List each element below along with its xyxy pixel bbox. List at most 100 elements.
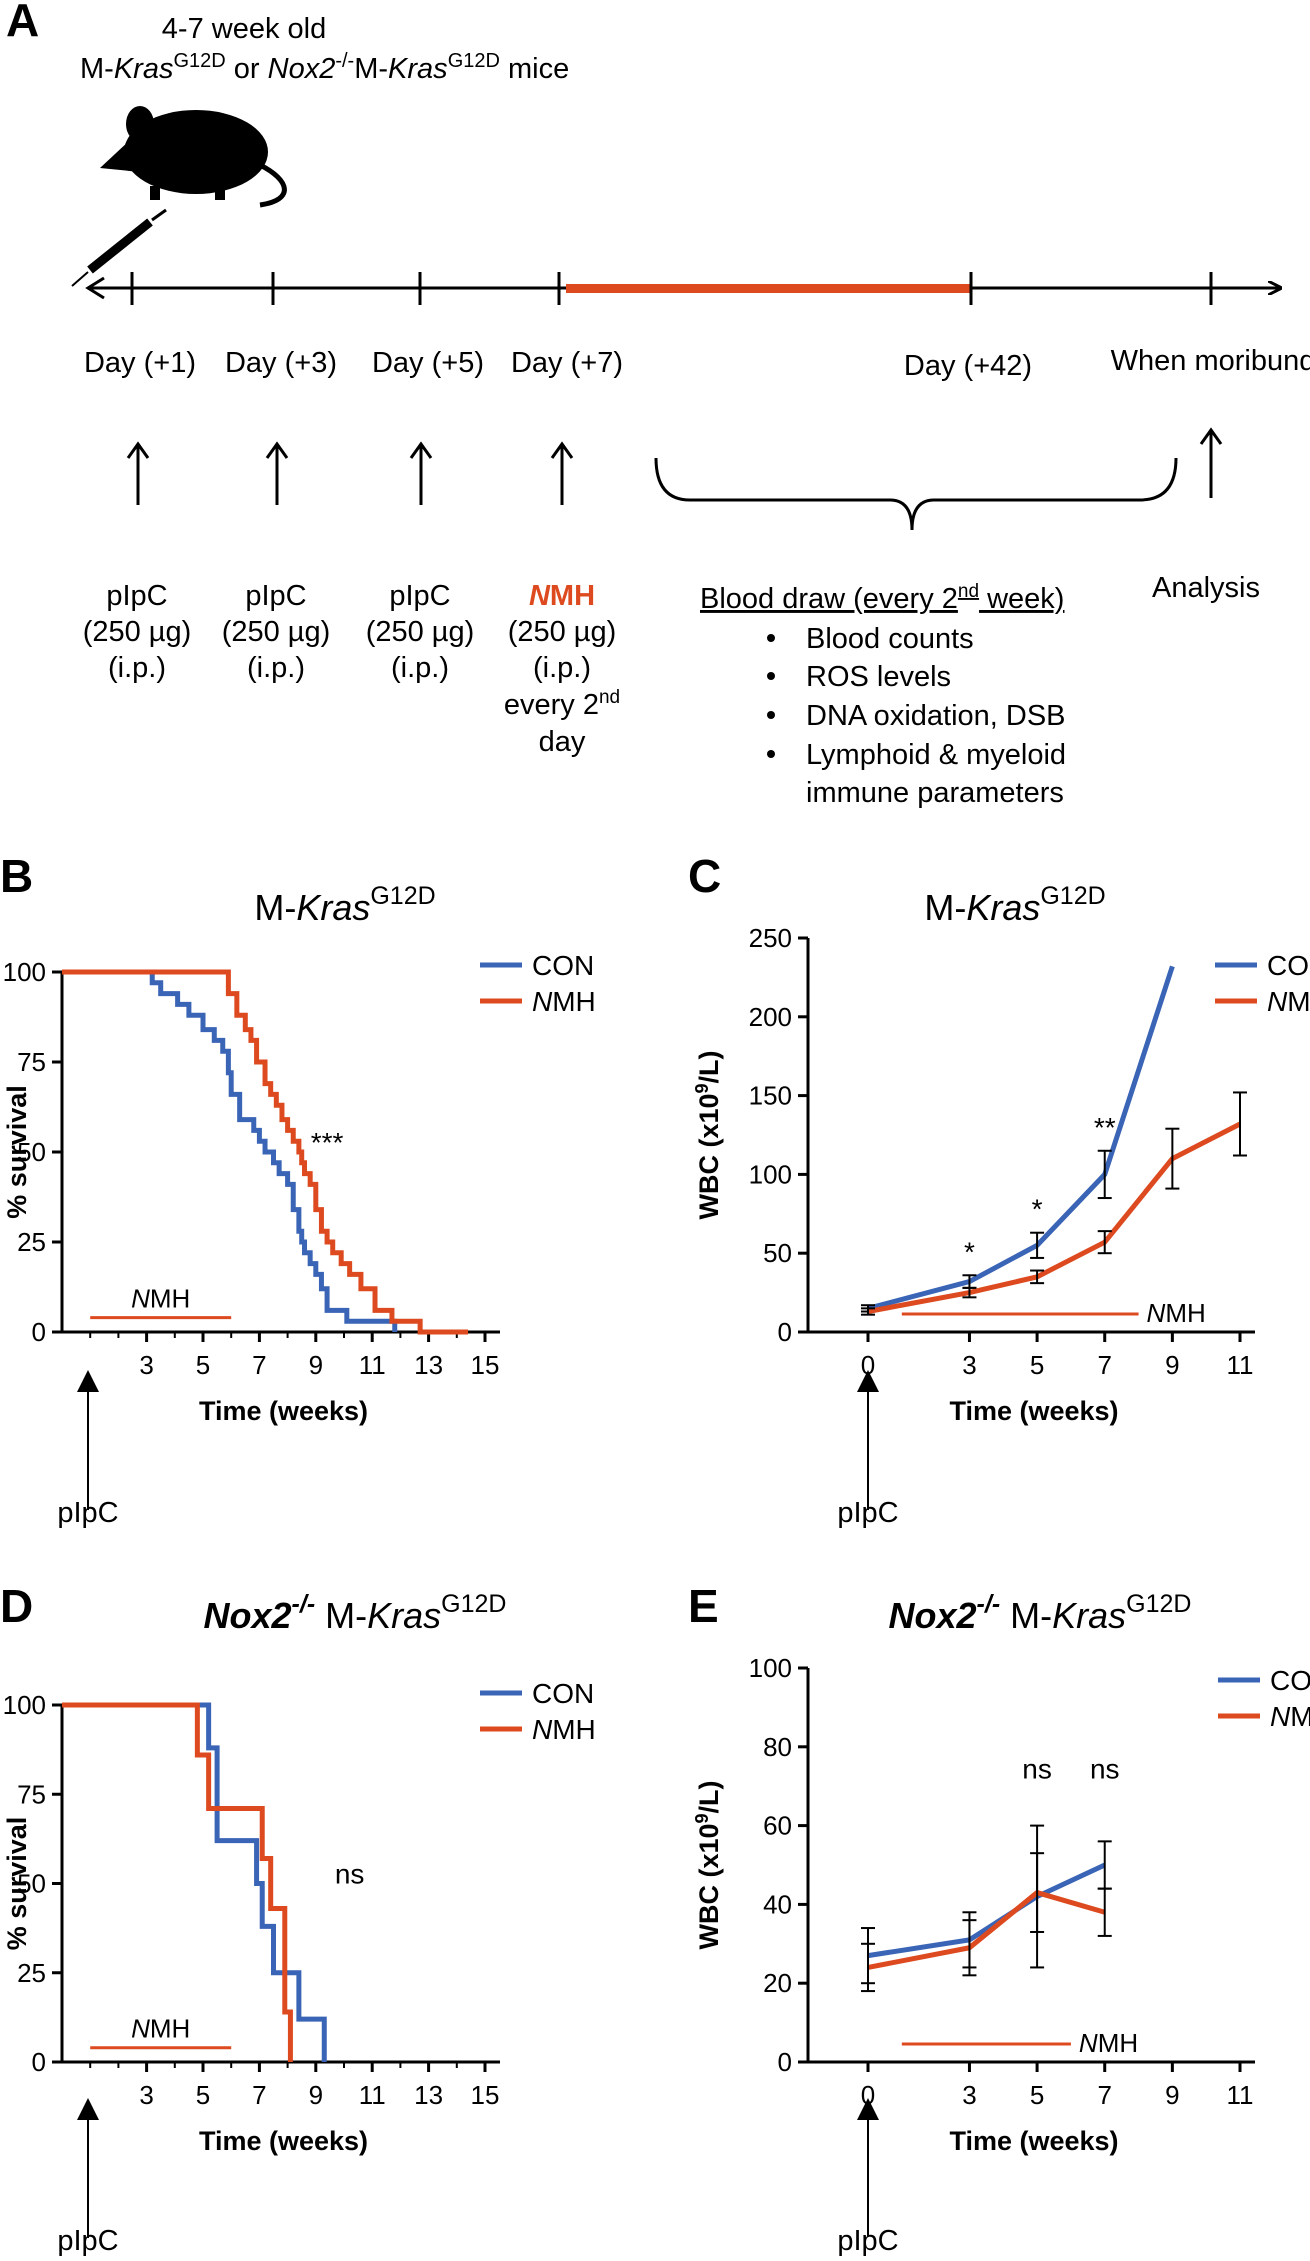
pipc-arrow-head	[857, 2098, 879, 2120]
chart-c-plot: 0 50 100 150 200 250 0 3 5 7 9 11 Time (weeks) WBC (x…	[692, 923, 1310, 1529]
analysis-label: Analysis	[1152, 572, 1260, 604]
pipc-label: pIpC	[57, 2225, 118, 2257]
panel-letter-a: A	[6, 0, 39, 46]
nmh-bar-label: NMH	[1147, 1298, 1206, 1328]
y-tick-label: 50	[763, 1238, 792, 1268]
pipc-arrow-head	[857, 1370, 879, 1392]
day-label-3: Day (+3)	[225, 347, 337, 379]
y-tick-label: 60	[763, 1811, 792, 1841]
x-tick-label: 5	[196, 2080, 210, 2110]
pipc-arrow-head	[77, 2098, 99, 2120]
series-line-con	[867, 965, 1175, 1311]
legend: CON NMH	[1215, 950, 1310, 1017]
x-tick-label: 3	[962, 2080, 976, 2110]
nmh-bar-label: NMH	[131, 1284, 190, 1314]
x-tick-label: 11	[359, 2080, 386, 2110]
panel-a: A 4-7 week old M-KrasG12D or Nox2-/-M-Kr…	[6, 0, 1310, 809]
day-label-moribund: When moribund	[1111, 345, 1310, 377]
nmh-bar-label: NMH	[131, 2014, 190, 2044]
pipc-label: pIpC	[57, 1497, 118, 1529]
significance-label: *	[1032, 1194, 1043, 1225]
x-tick-label: 7	[1097, 2080, 1111, 2110]
significance-label: ns	[335, 1859, 365, 1890]
panel-c: C M-KrasG12D 0 50 100 150 200 250 0 3 5 7 9 11 Time …	[688, 850, 1310, 1529]
series-line-nmh	[867, 1121, 1242, 1314]
significance-label: *	[964, 1236, 975, 1267]
y-tick-label: 100	[749, 1653, 792, 1683]
y-tick-label: 50	[17, 1137, 46, 1167]
x-tick-label: 9	[1165, 1350, 1179, 1380]
x-axis-title: Time (weeks)	[949, 1396, 1118, 1426]
y-axis-title: % survival	[2, 1817, 32, 1951]
y-tick-label: 0	[32, 2047, 46, 2077]
x-tick-label: 11	[1227, 1350, 1254, 1380]
mice-line-2: M-KrasG12D or Nox2-/-M-KrasG12D mice	[80, 50, 569, 85]
svg-text:Blood counts: Blood counts	[806, 623, 974, 655]
x-tick-label: 3	[139, 1350, 153, 1380]
x-tick-label: 7	[252, 1350, 266, 1380]
y-tick-label: 200	[749, 1002, 792, 1032]
y-tick-label: 80	[763, 1732, 792, 1762]
significance-label: **	[1094, 1112, 1116, 1143]
x-tick-label: 13	[414, 2080, 443, 2110]
y-tick-label: 0	[32, 1317, 46, 1347]
significance-label: ns	[1090, 1753, 1120, 1784]
blood-draw-brace	[654, 457, 1178, 531]
up-arrows	[126, 427, 1223, 505]
pipc-arrow-head	[77, 1370, 99, 1392]
series-line-nmh	[867, 1889, 1106, 1970]
y-tick-label: 20	[763, 1968, 792, 1998]
x-tick-label: 11	[359, 1350, 386, 1380]
svg-text:(i.p.): (i.p.)	[391, 652, 449, 684]
svg-text:(250 µg): (250 µg)	[83, 616, 192, 648]
day-label-7: Day (+7)	[511, 347, 623, 379]
svg-text:Lymphoid & myeloid: Lymphoid & myeloid	[806, 739, 1066, 771]
panel-letter-b: B	[0, 850, 33, 902]
injection-pipc-1: pIpC (250 µg) (i.p.)	[83, 580, 192, 684]
y-tick-label: 25	[17, 1227, 46, 1257]
mice-line-1: 4-7 week old	[162, 13, 326, 45]
y-axis-title: % survival	[2, 1085, 32, 1219]
x-tick-label: 15	[471, 1350, 500, 1380]
chart-b-plot: 0 25 50 75 100 3 5 7 9 11 13 15 Time (weeks) % surviv…	[2, 950, 596, 1529]
pipc-label: pIpC	[837, 2225, 898, 2257]
y-tick-label: 0	[778, 1317, 792, 1347]
nmh-treatment-bar	[566, 284, 971, 293]
legend-label-nmh: NMH	[1267, 986, 1310, 1017]
svg-text:(250 µg): (250 µg)	[366, 616, 475, 648]
svg-text:NMH: NMH	[529, 580, 595, 612]
chart-d-plot: 0 25 50 75 100 3 5 7 9 11 13 15 Time (weeks) % surviv…	[2, 1678, 596, 2257]
svg-text:(i.p.): (i.p.)	[108, 652, 166, 684]
svg-text:every 2nd: every 2nd	[504, 687, 620, 721]
day-label-42: Day (+42)	[904, 350, 1032, 382]
significance-label: ***	[311, 1127, 344, 1158]
x-tick-label: 0	[861, 2080, 875, 2110]
x-axis-title: Time (weeks)	[949, 2126, 1118, 2156]
syringe-icon	[71, 208, 167, 287]
panel-e: E Nox2-/- M-KrasG12D 0 20 40 60 80 100 0 3 5 7 9 11…	[688, 1580, 1310, 2257]
x-tick-label: 11	[1227, 2080, 1254, 2110]
injection-nmh: NMH (250 µg) (i.p.) every 2nd day	[504, 580, 620, 758]
svg-text:immune parameters: immune parameters	[806, 777, 1064, 809]
y-axis-title: WBC (x109/L)	[692, 1050, 724, 1219]
panel-letter-d: D	[0, 1580, 33, 1632]
x-axis-title: Time (weeks)	[199, 2126, 368, 2156]
series-line-con	[62, 969, 398, 1332]
y-tick-label: 250	[749, 923, 792, 953]
y-tick-label: 100	[749, 1159, 792, 1189]
x-tick-label: 7	[1097, 1350, 1111, 1380]
legend-label-con: CON	[532, 1678, 594, 1709]
pipc-label: pIpC	[837, 1497, 898, 1529]
legend-label-nmh: NMH	[1270, 1701, 1310, 1732]
series-line-nmh	[62, 969, 469, 1335]
legend-label-nmh: NMH	[532, 986, 596, 1017]
series-line-con	[867, 1862, 1106, 1959]
panel-d: D Nox2-/- M-KrasG12D 0 25 50 75 100 3 5 7 9 11 13 1…	[0, 1580, 596, 2257]
legend-label-con: CON	[532, 950, 594, 981]
chart-d-title: Nox2-/- M-KrasG12D	[204, 1590, 507, 1636]
svg-text:(250 µg): (250 µg)	[222, 616, 331, 648]
chart-b-title: M-KrasG12D	[254, 882, 435, 928]
x-tick-label: 9	[309, 1350, 323, 1380]
legend: CON NMH	[1218, 1665, 1310, 1732]
y-tick-label: 75	[17, 1047, 46, 1077]
